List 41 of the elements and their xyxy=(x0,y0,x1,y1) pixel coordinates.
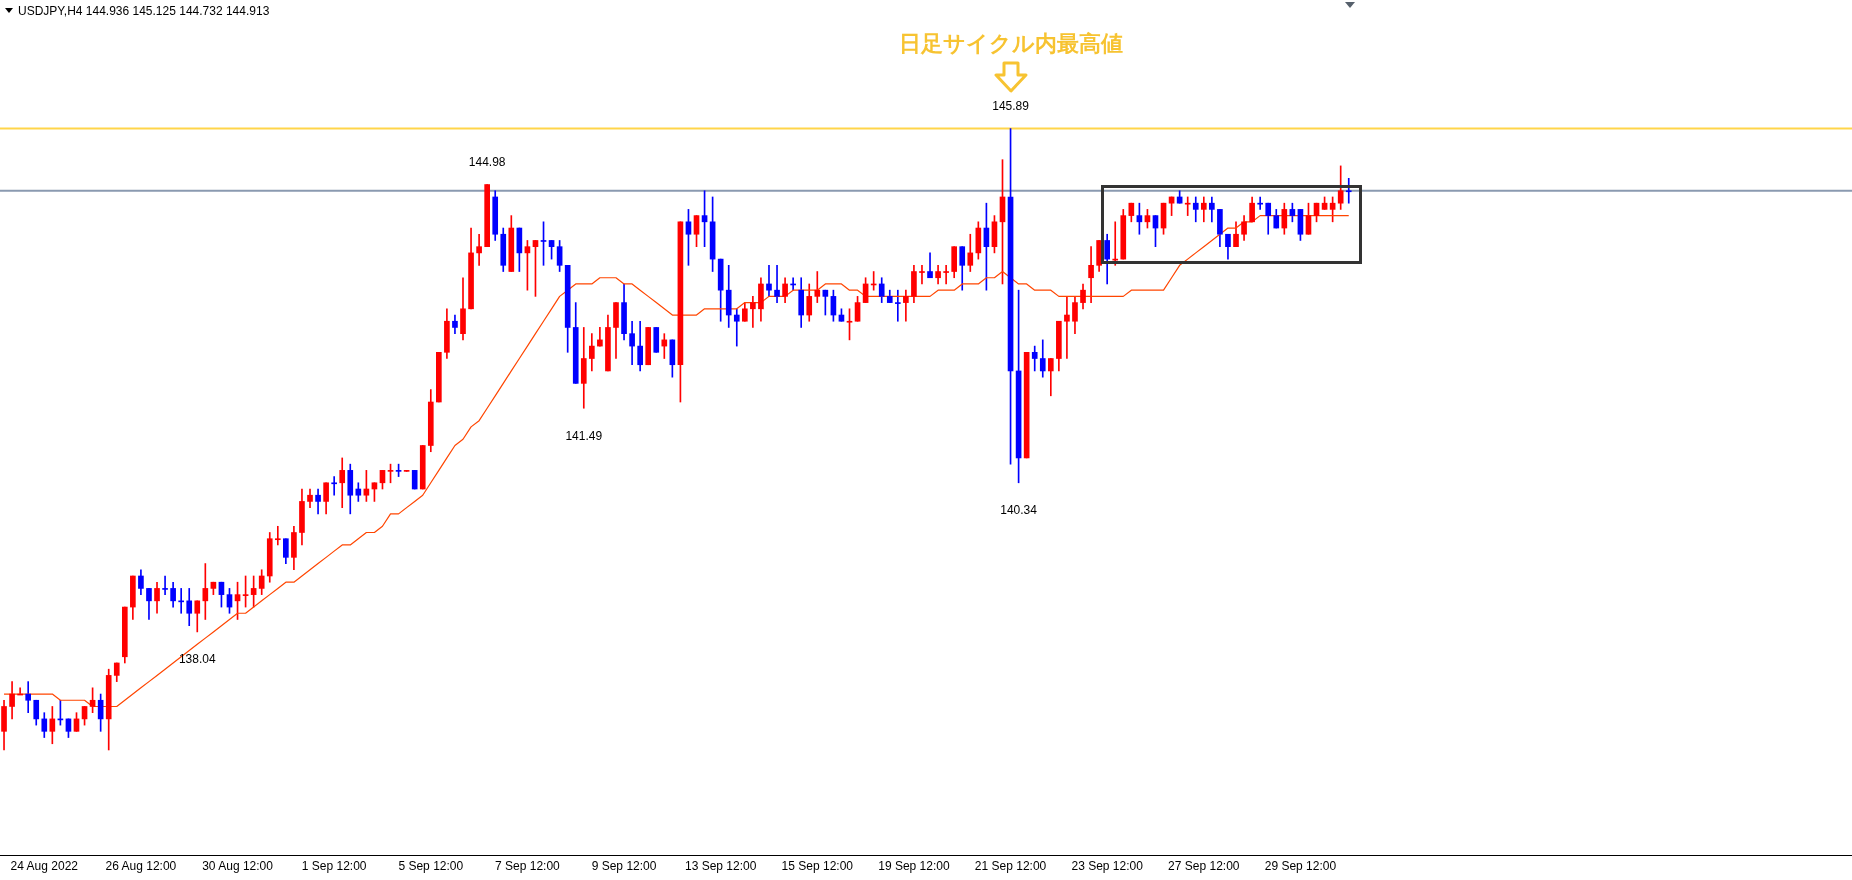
x-tick-label: 23 Sep 12:00 xyxy=(1071,859,1144,874)
candlestick xyxy=(733,308,740,347)
x-tick-label: 9 Sep 12:00 xyxy=(591,859,657,874)
candlestick xyxy=(1184,196,1191,216)
x-tick-label: 13 Sep 12:00 xyxy=(684,859,757,874)
candlestick xyxy=(919,264,925,285)
candlestick xyxy=(1257,196,1263,210)
candlestick xyxy=(162,575,168,595)
x-tick-label: 5 Sep 12:00 xyxy=(398,859,464,874)
candlestick xyxy=(766,264,772,297)
candlestick xyxy=(750,296,756,328)
candlestick xyxy=(1088,246,1094,303)
x-tick-label: 1 Sep 12:00 xyxy=(301,859,367,874)
x-tick-label: 30 Aug 12:00 xyxy=(202,859,274,874)
x-tick-label: 19 Sep 12:00 xyxy=(878,859,950,874)
candlestick xyxy=(1064,296,1070,359)
candlestick xyxy=(814,271,821,303)
candlestick xyxy=(331,476,337,496)
annotation: 144.98 xyxy=(468,154,506,169)
annotation: 140.34 xyxy=(1000,503,1038,518)
candlestick xyxy=(1345,178,1352,204)
x-tick-label: 27 Sep 12:00 xyxy=(1168,859,1240,874)
x-tick-label: 26 Aug 12:00 xyxy=(105,859,177,874)
candlestick xyxy=(903,289,909,322)
annotation: 138.04 xyxy=(178,652,216,667)
candlestick xyxy=(25,681,32,714)
x-tick-label: 21 Sep 12:00 xyxy=(974,859,1047,874)
candlestick xyxy=(476,233,482,266)
annotation: 145.89 xyxy=(992,98,1030,113)
candlestick xyxy=(774,264,780,303)
x-tick-label: 24 Aug 2022 xyxy=(10,859,79,874)
candlestick xyxy=(661,333,668,359)
text: 日足サイクル内最高値 xyxy=(898,30,1123,56)
candlestick xyxy=(274,525,281,546)
candlestick xyxy=(894,289,901,322)
x-tick-label: 7 Sep 12:00 xyxy=(495,859,561,874)
x-tick-label: 29 Sep 12:00 xyxy=(1264,859,1337,874)
chart-title: USDJPY,H4 144.936 145.125 144.732 144.913 xyxy=(18,4,270,18)
candlestick xyxy=(943,264,949,285)
x-tick-label: 15 Sep 12:00 xyxy=(781,859,854,874)
annotation: 141.49 xyxy=(565,428,603,443)
